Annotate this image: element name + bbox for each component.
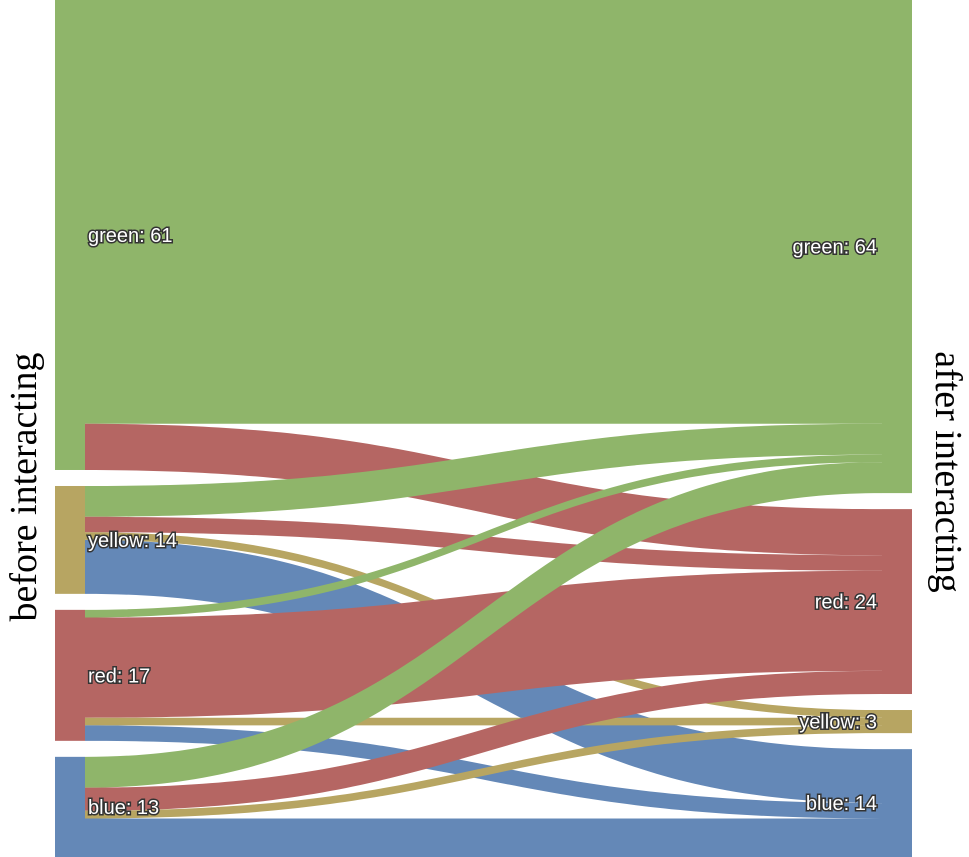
left-node-label-blue: blue: 13 bbox=[88, 797, 159, 819]
left-node-red bbox=[55, 609, 85, 741]
node-layer bbox=[55, 0, 912, 857]
left-node-label-green: green: 61 bbox=[88, 225, 173, 247]
right-axis-title: after interacting bbox=[927, 351, 969, 593]
left-node-blue bbox=[55, 756, 85, 857]
flow-yellow-to-green bbox=[85, 423, 882, 517]
right-node-yellow bbox=[882, 710, 912, 734]
right-node-label-yellow: yellow: 3 bbox=[799, 712, 877, 734]
left-axis-title: before interacting bbox=[3, 352, 45, 621]
right-node-label-green: green: 64 bbox=[792, 237, 877, 259]
left-node-yellow bbox=[55, 485, 85, 594]
flow-red-to-yellow bbox=[85, 717, 882, 726]
right-node-label-blue: blue: 14 bbox=[806, 793, 877, 815]
left-node-label-red: red: 17 bbox=[88, 665, 150, 687]
flow-green-to-green bbox=[85, 0, 882, 424]
left-node-label-yellow: yellow: 14 bbox=[88, 530, 177, 552]
flow-blue-to-green bbox=[85, 462, 882, 788]
right-node-blue bbox=[882, 749, 912, 857]
right-node-red bbox=[882, 509, 912, 695]
flow-blue-to-red bbox=[85, 670, 882, 811]
flow-blue-to-blue bbox=[85, 818, 882, 857]
flow-blue-to-yellow bbox=[85, 725, 882, 819]
flow-layer bbox=[85, 0, 882, 857]
flow-red-to-green bbox=[85, 454, 882, 618]
left-node-green bbox=[55, 0, 85, 470]
flow-red-to-red bbox=[85, 570, 882, 718]
right-node-green bbox=[882, 0, 912, 494]
label-layer: green: 61 yellow: 14 red: 17 blue: 13 green:… bbox=[87, 223, 879, 820]
flow-yellow-to-red bbox=[85, 516, 882, 571]
right-node-label-red: red: 24 bbox=[815, 592, 877, 614]
